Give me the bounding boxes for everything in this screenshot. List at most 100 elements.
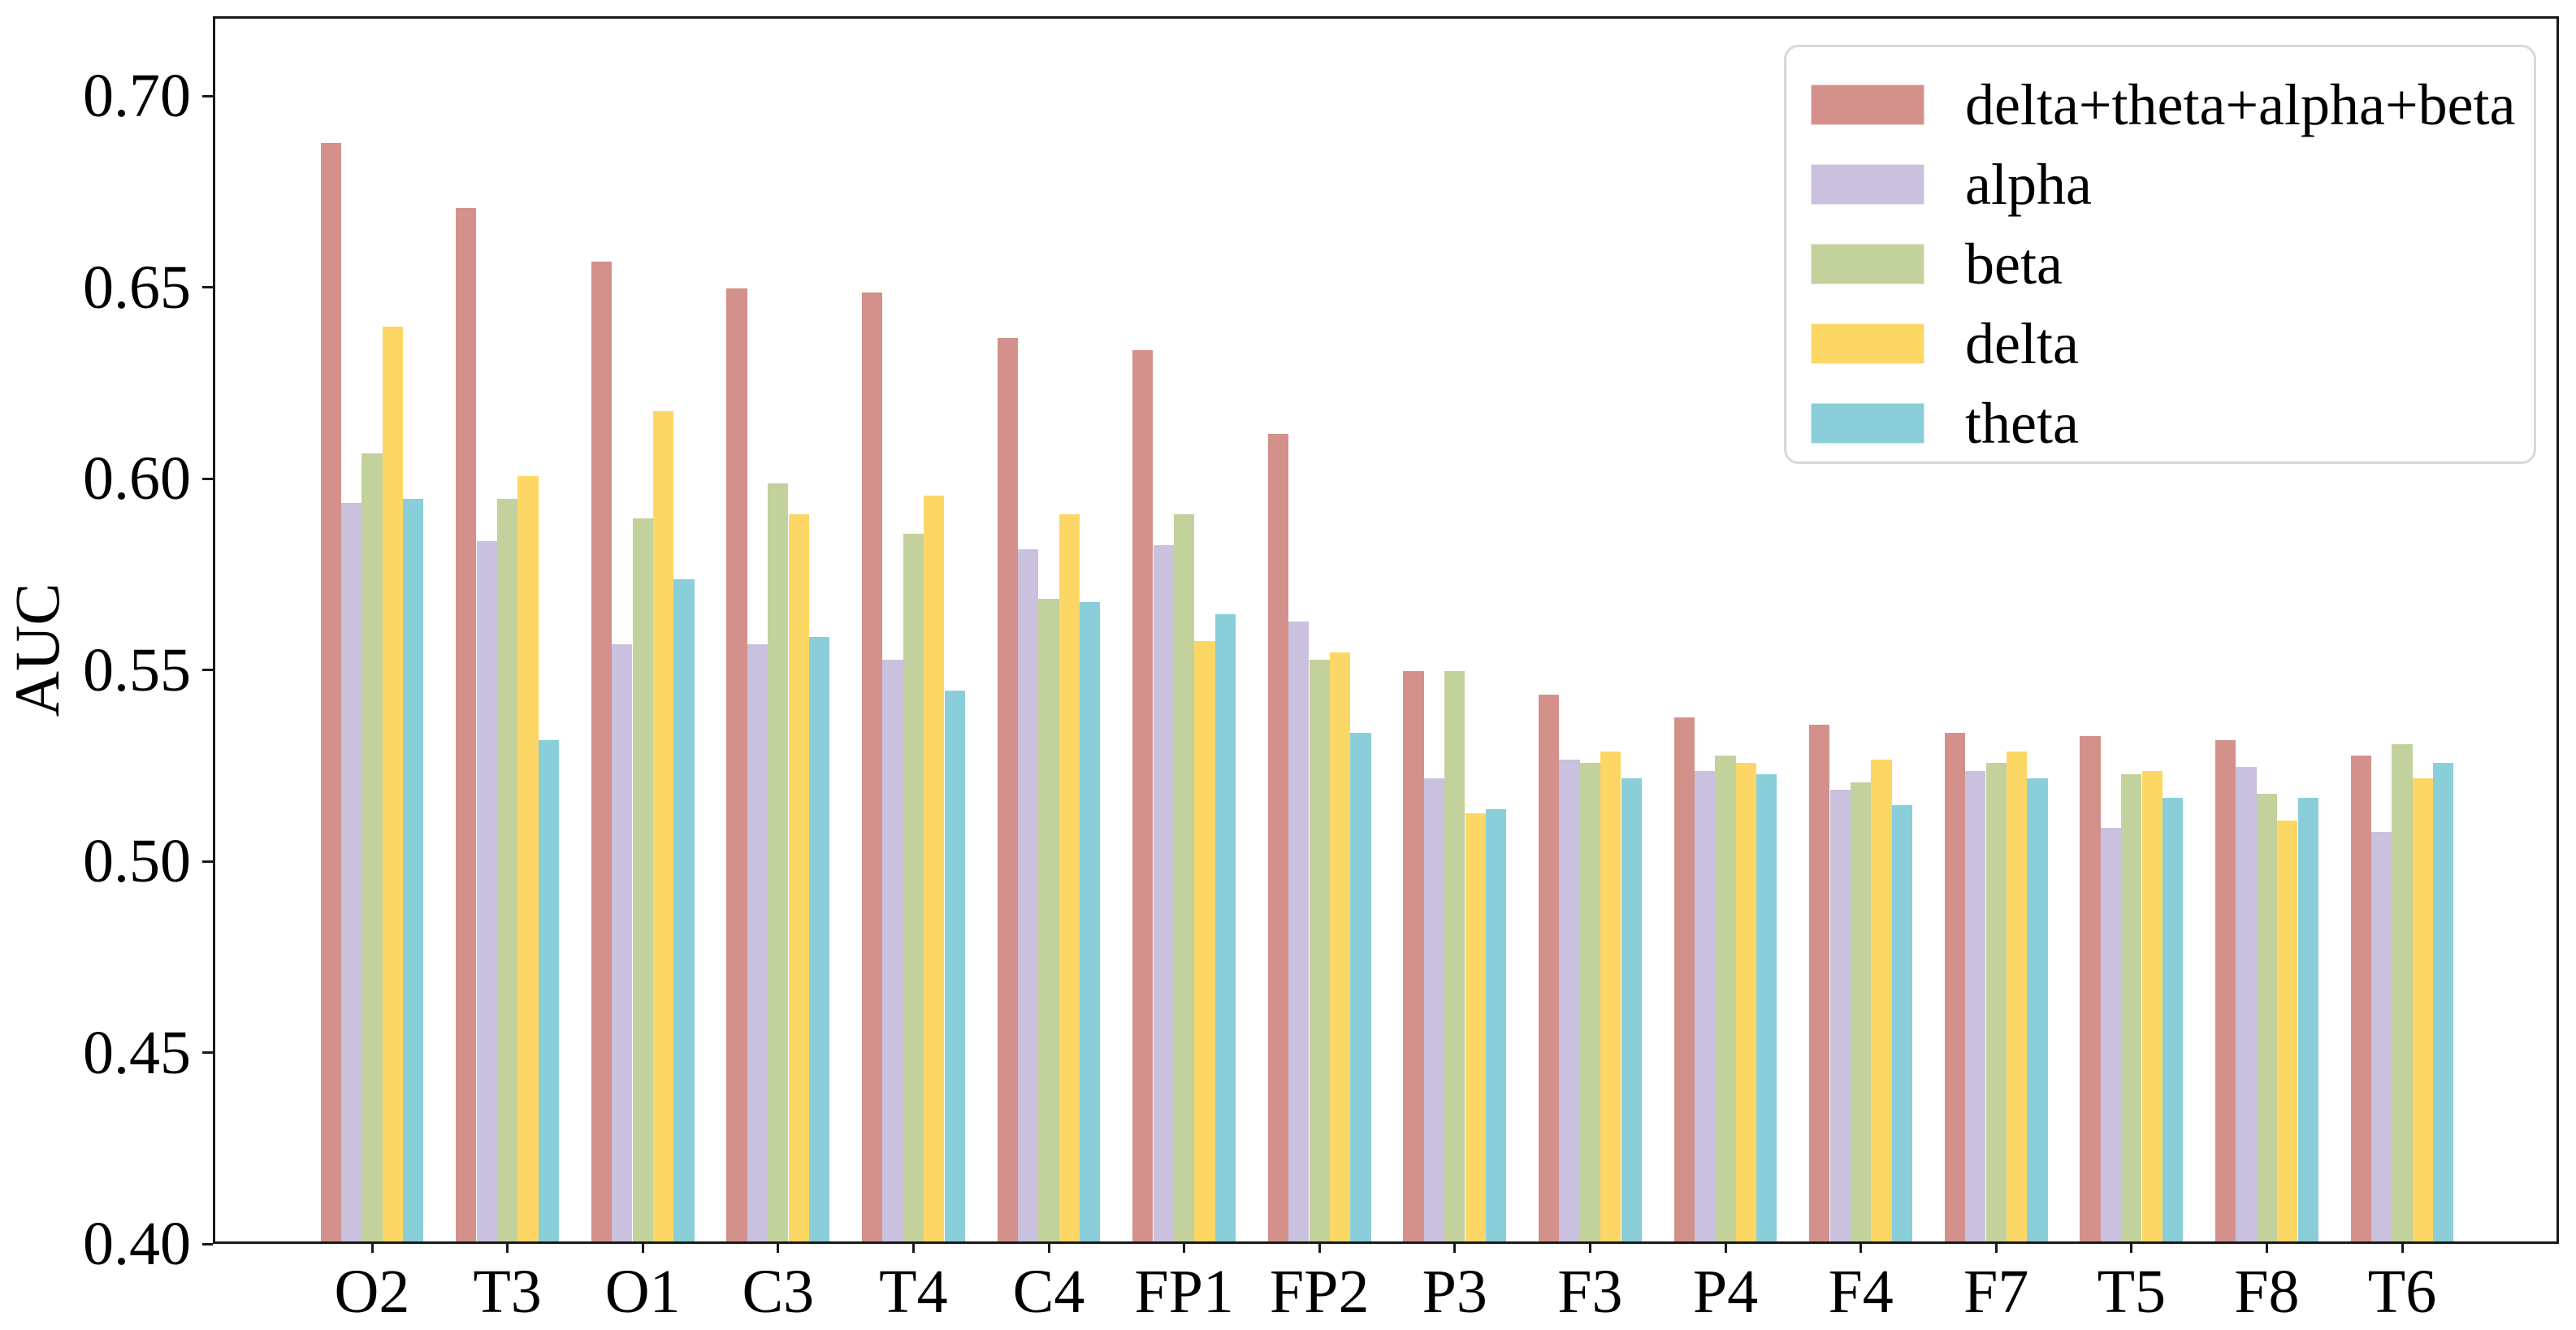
y-tick-label: 0.70: [83, 62, 191, 130]
delta-bar-o1: [652, 410, 674, 1241]
x-tick-label: P3: [1422, 1258, 1487, 1326]
delta-bar-f4: [1871, 759, 1892, 1241]
theta-bar-o2: [403, 499, 424, 1241]
x-tick-label: P4: [1692, 1258, 1759, 1326]
theta-bar-f8: [2297, 797, 2318, 1241]
alpha-bar-f7: [1965, 770, 1986, 1241]
delta-theta-alpha-beta-bar-o1: [591, 262, 613, 1241]
x-tick-label: FP1: [1134, 1258, 1234, 1326]
legend-label: delta+theta+alpha+beta: [1965, 72, 2516, 137]
x-tick-label: C3: [742, 1258, 815, 1326]
y-tick-label: 0.50: [83, 827, 191, 895]
beta-bar-t6: [2392, 743, 2413, 1241]
x-tick-label: FP2: [1269, 1258, 1370, 1326]
alpha-bar-f3: [1559, 759, 1580, 1241]
x-tick-label: T6: [2367, 1258, 2437, 1326]
legend-label: alpha: [1965, 152, 2092, 217]
beta-bar-f3: [1579, 763, 1601, 1241]
beta-bar-t5: [2121, 774, 2142, 1241]
delta-theta-alpha-beta-bar-o2: [320, 143, 341, 1241]
y-tick-label: 0.60: [83, 444, 191, 513]
theta-bar-o1: [673, 579, 695, 1241]
delta-bar-t3: [517, 476, 539, 1241]
x-tick-label: T5: [2097, 1258, 2167, 1326]
y-tick: [202, 669, 213, 671]
beta-bar-c3: [768, 483, 789, 1241]
delta-theta-alpha-beta-bar-c3: [726, 288, 747, 1241]
x-tick-label: F7: [1963, 1258, 2029, 1326]
beta-bar-f7: [1985, 763, 2007, 1241]
delta-theta-alpha-beta-bar-p3: [1403, 671, 1424, 1241]
alpha-bar-fp2: [1288, 622, 1310, 1241]
x-tick: [911, 1244, 915, 1253]
bars-layer: [215, 19, 2557, 1241]
theta-bar-fp1: [1214, 613, 1236, 1241]
alpha-bar-f8: [2236, 767, 2257, 1241]
x-tick-label: T4: [879, 1258, 948, 1326]
legend-item-delta: delta: [1811, 304, 2534, 383]
delta-theta-alpha-beta-bar-f7: [1944, 732, 1966, 1241]
delta-bar-c4: [1059, 514, 1080, 1241]
x-tick: [1588, 1244, 1591, 1253]
delta-bar-t6: [2412, 778, 2434, 1241]
y-tick-label: 0.65: [83, 253, 191, 322]
legend-swatch-icon: [1811, 244, 1924, 284]
legend: delta+theta+alpha+beta alpha beta delta thet…: [1784, 45, 2536, 464]
delta-bar-p3: [1465, 812, 1486, 1241]
x-tick: [1047, 1244, 1050, 1253]
beta-bar-p4: [1715, 755, 1736, 1241]
delta-theta-alpha-beta-bar-t6: [2350, 755, 2371, 1241]
delta-bar-f8: [2277, 820, 2298, 1241]
x-tick: [1318, 1244, 1321, 1253]
alpha-bar-p4: [1694, 770, 1716, 1241]
beta-bar-o2: [362, 453, 383, 1241]
theta-bar-c3: [808, 636, 830, 1241]
theta-bar-p4: [1756, 774, 1777, 1241]
x-tick-label: O2: [334, 1258, 410, 1326]
y-tick-label: 0.40: [83, 1210, 191, 1278]
alpha-bar-t3: [476, 541, 497, 1241]
legend-swatch-icon: [1811, 403, 1924, 444]
beta-bar-t4: [903, 533, 924, 1241]
legend-swatch-icon: [1811, 84, 1924, 125]
x-tick: [1453, 1244, 1457, 1253]
legend-swatch-icon: [1811, 164, 1924, 205]
legend-label: beta: [1965, 232, 2063, 297]
delta-theta-alpha-beta-bar-p4: [1673, 717, 1695, 1241]
beta-bar-f8: [2256, 793, 2278, 1241]
beta-bar-fp2: [1309, 660, 1330, 1241]
x-tick: [777, 1244, 780, 1253]
legend-item-alpha: alpha: [1811, 145, 2534, 224]
alpha-bar-t5: [2100, 828, 2122, 1241]
y-tick: [202, 477, 213, 480]
x-tick-label: O1: [604, 1258, 681, 1326]
delta-bar-p4: [1735, 763, 1757, 1241]
x-tick-label: F4: [1828, 1258, 1894, 1326]
theta-bar-f3: [1621, 778, 1642, 1241]
delta-theta-alpha-beta-bar-t3: [456, 208, 477, 1241]
alpha-bar-o2: [340, 503, 362, 1241]
x-tick: [1859, 1244, 1863, 1253]
theta-bar-t3: [538, 740, 560, 1241]
beta-bar-p3: [1444, 671, 1466, 1241]
theta-bar-t5: [2162, 797, 2184, 1241]
y-tick-label: 0.45: [83, 1018, 191, 1087]
delta-theta-alpha-beta-bar-f8: [2214, 740, 2236, 1241]
theta-bar-c4: [1080, 602, 1101, 1241]
y-tick-label: 0.55: [83, 635, 191, 704]
delta-bar-f7: [2006, 752, 2028, 1241]
alpha-bar-p3: [1423, 778, 1445, 1241]
alpha-bar-o1: [612, 644, 633, 1241]
x-tick: [506, 1244, 509, 1253]
theta-bar-p3: [1485, 808, 1507, 1241]
beta-bar-o1: [632, 518, 653, 1241]
theta-bar-fp2: [1350, 732, 1371, 1241]
x-tick: [2130, 1244, 2133, 1253]
beta-bar-t3: [496, 499, 518, 1241]
legend-label: delta: [1965, 311, 2079, 376]
theta-bar-t4: [944, 690, 965, 1241]
beta-bar-c4: [1038, 598, 1059, 1241]
delta-theta-alpha-beta-bar-t4: [861, 292, 883, 1241]
alpha-bar-t4: [882, 660, 903, 1241]
delta-theta-alpha-beta-bar-fp2: [1267, 434, 1289, 1241]
